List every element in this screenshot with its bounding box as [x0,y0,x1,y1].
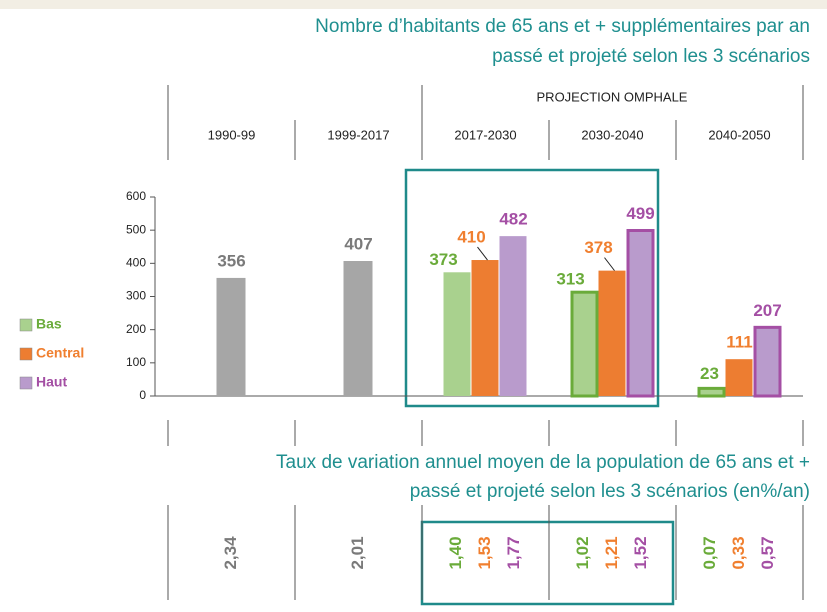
bar [753,325,782,398]
data-label: 356 [217,251,245,270]
y-tick-label: 300 [126,289,146,303]
column-header: 2040-2050 [708,127,770,142]
data-label: 313 [556,270,584,289]
data-label: 23 [700,364,719,383]
bar [499,236,527,396]
leader-line [477,246,488,261]
rate-label: 1,40 [446,536,465,569]
table-title: passé et projeté selon les 3 scénarios (… [410,481,810,502]
legend-label: Central [36,345,84,361]
column-header: 1999-2017 [327,127,389,142]
group-label: PROJECTION OMPHALE [537,89,688,104]
rate-label: 2,01 [348,536,367,569]
bar [343,261,373,396]
y-tick-label: 100 [126,355,146,369]
bar [598,270,626,396]
bar [626,228,655,398]
legend-label: Bas [36,316,62,332]
data-label: 207 [753,301,781,320]
rate-label: 0,33 [729,536,748,569]
rate-label: 1,52 [631,536,650,569]
bar [443,272,471,396]
rate-label: 1,21 [602,536,621,569]
y-tick-label: 200 [126,322,146,336]
highlight-box [404,168,660,408]
data-label: 499 [626,204,654,223]
y-tick-label: 400 [126,256,146,270]
legend-label: Haut [36,374,67,390]
rate-label: 0,07 [700,536,719,569]
top-band [0,0,827,9]
data-label: 378 [584,238,612,257]
rate-label: 1,77 [504,536,523,569]
rate-label: 2,34 [221,536,240,570]
column-header: 2017-2030 [454,127,516,142]
bar [216,277,246,396]
y-tick-label: 0 [139,388,146,402]
data-label: 410 [457,228,485,247]
legend-swatch [19,376,33,390]
data-label: 373 [429,250,457,269]
bar [725,359,753,396]
chart-title: Nombre d’habitants de 65 ans et + supplé… [315,16,810,37]
y-tick-label: 600 [126,189,146,203]
bar [570,290,599,398]
table-title: Taux de variation annuel moyen de la pop… [276,452,810,473]
chart-title: passé et projeté selon les 3 scénarios [492,46,810,67]
data-label: 407 [344,234,372,253]
column-header: 1990-99 [208,127,256,142]
rate-label: 1,02 [573,536,592,569]
column-header: 2030-2040 [581,127,643,142]
y-tick-label: 500 [126,222,146,236]
data-label: 482 [499,210,527,229]
legend-swatch [19,347,33,361]
bar [697,386,726,398]
bar [471,260,499,396]
rate-label: 0,57 [758,536,777,569]
legend-swatch [19,318,33,332]
data-label: 111 [726,333,753,352]
leader-line [604,257,615,271]
rate-label: 1,53 [475,536,494,569]
